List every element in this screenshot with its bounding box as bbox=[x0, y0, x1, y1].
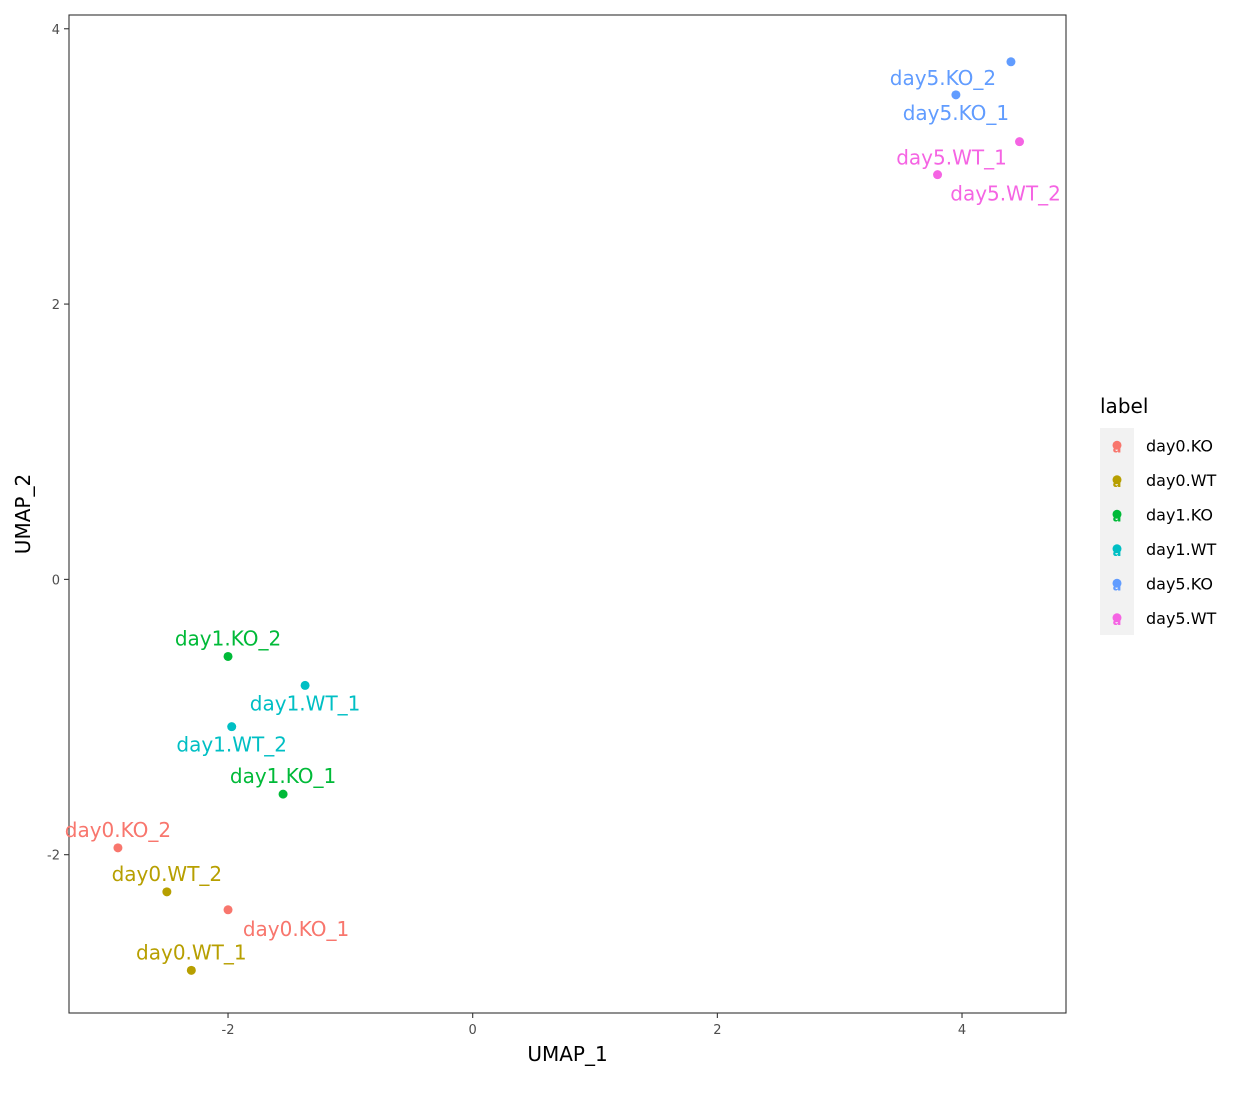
legend-key bbox=[1112, 475, 1122, 485]
y-axis-title: UMAP_2 bbox=[11, 474, 35, 554]
data-point bbox=[223, 651, 233, 661]
data-point bbox=[227, 722, 237, 732]
y-tick-label: -2 bbox=[47, 849, 60, 864]
y-tick-label: 4 bbox=[52, 23, 60, 38]
legend-key bbox=[1112, 509, 1122, 519]
point-labels-layer: day0.KO_2 day0.KO_1 day0.WT_2 day0.WT_1 day1… bbox=[65, 66, 1061, 965]
y-tick-label: 2 bbox=[52, 298, 60, 313]
point-label: day5.WT_2 bbox=[950, 182, 1061, 206]
legend-key bbox=[1112, 613, 1122, 623]
legend-key bbox=[1112, 544, 1122, 554]
point-label: day1.KO_1 bbox=[230, 764, 336, 788]
point-label: day1.WT_2 bbox=[176, 733, 287, 757]
point-label: day5.WT_1 bbox=[896, 146, 1007, 170]
legend: label a day0.KO a day0.WT a day1.KO a day1.WT a d… bbox=[1100, 394, 1217, 635]
point-label: day5.KO_1 bbox=[903, 101, 1009, 125]
data-point bbox=[933, 170, 943, 180]
x-tick-label: 2 bbox=[713, 1023, 721, 1038]
data-point bbox=[951, 90, 961, 100]
points-layer bbox=[113, 57, 1025, 975]
legend-key-glyph: a bbox=[1113, 476, 1122, 491]
x-tick-label: 0 bbox=[469, 1023, 477, 1038]
y-tick-label: 0 bbox=[52, 573, 60, 588]
legend-entry-label: day5.WT bbox=[1146, 609, 1217, 628]
point-label: day1.KO_2 bbox=[175, 626, 281, 650]
point-label: day0.WT_1 bbox=[136, 940, 247, 964]
legend-key bbox=[1112, 578, 1122, 588]
data-point bbox=[162, 887, 172, 897]
x-axis-title: UMAP_1 bbox=[527, 1042, 607, 1066]
legend-key bbox=[1112, 440, 1122, 450]
data-point bbox=[223, 905, 233, 915]
legend-title: label bbox=[1100, 394, 1148, 418]
legend-key-glyph: a bbox=[1113, 510, 1122, 525]
legend-entry-label: day1.KO bbox=[1146, 505, 1213, 524]
legend-key-glyph: a bbox=[1113, 545, 1122, 560]
legend-key-glyph: a bbox=[1113, 441, 1122, 456]
data-point bbox=[300, 680, 310, 690]
legend-entry-label: day5.KO bbox=[1146, 574, 1213, 593]
data-point bbox=[186, 965, 196, 975]
legend-key-glyph: a bbox=[1113, 579, 1122, 594]
legend-key-glyph: a bbox=[1113, 614, 1122, 629]
data-point bbox=[1015, 137, 1025, 147]
legend-keys-background bbox=[1100, 428, 1134, 635]
data-point bbox=[1006, 57, 1016, 67]
point-label: day5.KO_2 bbox=[890, 66, 996, 90]
point-label: day0.WT_2 bbox=[112, 862, 223, 886]
data-point bbox=[113, 843, 123, 853]
x-tick-label: 4 bbox=[958, 1023, 966, 1038]
x-axis-ticks: -2 0 2 4 bbox=[222, 1013, 966, 1038]
x-tick-label: -2 bbox=[222, 1023, 235, 1038]
point-label: day0.KO_1 bbox=[243, 917, 349, 941]
point-label: day0.KO_2 bbox=[65, 818, 171, 842]
point-label: day1.WT_1 bbox=[250, 691, 361, 715]
legend-entry-label: day0.KO bbox=[1146, 436, 1213, 455]
legend-entry-label: day1.WT bbox=[1146, 540, 1217, 559]
legend-entry-label: day0.WT bbox=[1146, 471, 1217, 490]
plot-panel bbox=[68, 14, 1067, 1014]
y-axis-ticks: -2 0 2 4 bbox=[47, 23, 69, 864]
data-point bbox=[278, 789, 288, 799]
